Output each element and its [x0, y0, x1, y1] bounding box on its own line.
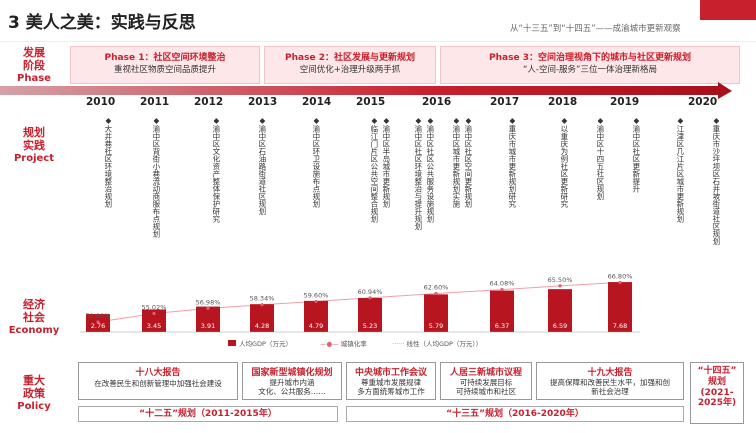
logo: [700, 0, 756, 20]
gdp-bar-label: 2.76: [91, 322, 105, 330]
phase-2-box: Phase 2：社区发展与更新规划 空间优化+治理升级两手抓: [264, 46, 436, 84]
project-item: ◆重庆市沙坪坝区石井坡街道社区规划: [712, 116, 720, 245]
gdp-bar-label: 7.68: [613, 322, 627, 330]
gdp-bar: [608, 282, 632, 332]
year-2015: 2015: [356, 96, 386, 108]
urbanization-point: [434, 291, 438, 296]
policy-habitat-iii: 人居三新城市议程 可持续发展目标 可持续城市和社区: [440, 362, 532, 400]
gdp-bar-label: 6.59: [553, 322, 567, 330]
urbanization-label: 62.60%: [424, 284, 449, 292]
urbanization-label: 58.34%: [250, 295, 275, 303]
year-2010: 2010: [86, 96, 116, 108]
project-item: ◆渝中区社区空间更新规划: [464, 116, 472, 208]
legend-urbanization: —●— 城镇化率: [320, 340, 367, 348]
urbanization-point: [152, 311, 156, 316]
gdp-bar: [424, 294, 448, 332]
year-2020: 2020: [688, 96, 718, 108]
plan-13th: “十三五”规划（2016-2020年）: [346, 406, 684, 422]
year-2014: 2014: [302, 96, 332, 108]
row-label-project: 规划 实践 Project: [13, 126, 55, 165]
policy-19th-congress: 十九大报告 提高保障和改善民生水平，加强和创 新社会治理: [536, 362, 684, 400]
phase-1-box: Phase 1：社区空间环境整治 重视社区物质空间品质提升: [70, 46, 260, 84]
page-title: 3 美人之美：实践与反思: [8, 13, 196, 33]
gdp-bar-label: 5.79: [429, 322, 443, 330]
gdp-bar-label: 5.23: [363, 322, 377, 330]
gdp-bar: [196, 306, 220, 332]
row-label-policy: 重大 政策 Policy: [17, 374, 51, 413]
year-2012: 2012: [194, 96, 224, 108]
legend-linear: ······ 线性（人均GDP（万元））: [392, 340, 483, 348]
timeline-arrow-icon: [718, 82, 732, 99]
urbanization-label: 59.60%: [304, 291, 329, 299]
project-item: ◆重庆市城市更新规划研究: [508, 116, 516, 208]
gdp-bar-label: 3.45: [147, 322, 161, 330]
project-item: ◆渝中区社区环境整治与提升规划: [414, 116, 422, 230]
gdp-bar: [358, 298, 382, 332]
page-subtitle: 从“十三五”到“十四五”——成渝城市更新观察: [510, 24, 681, 34]
gdp-bar: [142, 309, 166, 332]
year-2017: 2017: [490, 96, 520, 108]
gdp-bar-label: 6.37: [495, 322, 509, 330]
year-2013: 2013: [248, 96, 278, 108]
year-2019: 2019: [610, 96, 640, 108]
urbanization-label: 65.50%: [548, 276, 573, 284]
urbanization-label: 56.98%: [196, 298, 221, 306]
project-item: ◆渝中区社区公共服务设施规划: [426, 116, 434, 223]
project-item: ◆渝中区十四五社区规划: [596, 116, 604, 200]
urbanization-point: [314, 299, 318, 304]
urbanization-line: [97, 281, 621, 323]
urbanization-label: 60.94%: [358, 288, 383, 296]
project-item: ◆以重庆为例社区更新研究: [560, 116, 568, 208]
gdp-bar: [548, 289, 572, 332]
year-2016: 2016: [422, 96, 452, 108]
phase-3-box: Phase 3：空间治理视角下的城市与社区更新规划 “人-空间-服务”三位一体治理…: [440, 46, 740, 84]
urbanization-point: [618, 280, 622, 285]
policy-14th-five-year: “十四五” 规划 (2021- 2025年): [690, 362, 744, 424]
project-item: ◆渝中区背街小巷流动商服布点规划: [152, 116, 160, 238]
gdp-bar: [304, 300, 328, 332]
project-item: ◆大井巷社区环境整治规划: [104, 116, 112, 208]
urbanization-point: [96, 320, 100, 324]
gdp-bar-label: 4.28: [255, 322, 269, 330]
project-item: ◆渝中区石油路街道社区规划: [258, 116, 266, 215]
gdp-bar: [250, 304, 274, 332]
urbanization-point: [260, 303, 264, 307]
row-label-economy: 经济 社会 Economy: [8, 298, 60, 337]
urbanization-point: [206, 306, 210, 310]
economy-chart: 2.76 3.45 3.91 4.28 4.79 5.23 5.79 6.37 6.59 7.68…: [80, 272, 640, 333]
policy-urbanization-plan: 国家新型城镇化规划 提升城市内涵 文化、公共服务……: [242, 362, 342, 400]
project-item: ◆渝中区半岛城市更新规划: [382, 116, 390, 208]
project-item: ◆渝中区社区更新提升: [632, 116, 640, 193]
project-item: ◆渝中区城市更新规划实施: [452, 116, 460, 208]
legend-gdp: 人均GDP（万元）: [228, 338, 292, 348]
timeline-bar: [0, 86, 720, 95]
policy-18th-congress: 十八大报告 在改善民生和创新管理中加强社会建设: [78, 362, 238, 400]
urbanization-label: 66.80%: [608, 272, 633, 280]
gdp-bar-label: 3.91: [201, 322, 215, 330]
urbanization-label: 51.80%: [86, 312, 111, 320]
year-2011: 2011: [140, 96, 170, 108]
urbanization-point: [558, 284, 562, 288]
urbanization-point: [368, 296, 372, 300]
row-label-phase: 发展 阶段 Phase: [17, 46, 51, 85]
plan-12th: “十二五”规划（2011-2015年）: [78, 406, 338, 422]
gdp-bar: [490, 290, 514, 332]
project-item: ◆临江门片区公共空间整合规划: [370, 116, 378, 223]
header: [0, 0, 756, 42]
gdp-bar-label: 4.79: [309, 322, 323, 330]
urbanization-point: [500, 288, 504, 292]
project-item: ◆江津区几江片区城市更新规划: [676, 116, 684, 223]
year-2018: 2018: [548, 96, 578, 108]
project-item: ◆渝中区文化资产整体保护研究: [212, 116, 220, 223]
project-item: ◆渝中区环卫设施布点规划: [312, 116, 320, 208]
policy-central-urban-work: 中央城市工作会议 尊重城市发展规律 多方面统筹城市工作: [346, 362, 436, 400]
urbanization-label: 55.02%: [142, 303, 167, 311]
urbanization-label: 64.08%: [490, 280, 515, 288]
